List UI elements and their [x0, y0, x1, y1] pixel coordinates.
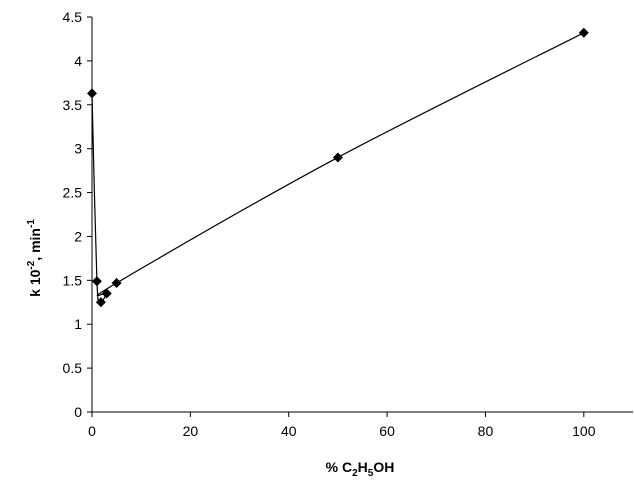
x-axis-ticks: 0 20 40 60 80 100: [88, 412, 596, 439]
y-tick-label: 2: [74, 228, 82, 244]
data-point-marker: [101, 288, 112, 299]
x-tick-label: 40: [281, 423, 297, 439]
data-point-marker: [332, 152, 343, 163]
y-tick-label: 2.5: [63, 185, 83, 201]
y-axis-ticks: 0 0.5 1 1.5 2 2.5 3 3.5 4 4.5: [63, 9, 92, 420]
x-axis-title: % C2H5OH: [326, 459, 395, 479]
y-tick-label: 3.5: [63, 97, 83, 113]
y-tick-label: 3: [74, 141, 82, 157]
data-point-marker: [111, 277, 122, 288]
data-point-marker: [87, 88, 97, 99]
data-point-marker: [578, 27, 589, 38]
y-axis-title: k 10-2, min-1: [26, 219, 43, 297]
y-tick-label: 1: [74, 316, 82, 332]
y-tick-label: 0: [74, 404, 82, 420]
x-tick-label: 100: [572, 423, 596, 439]
x-tick-label: 60: [379, 423, 395, 439]
x-tick-label: 20: [183, 423, 199, 439]
y-tick-label: 4.5: [63, 9, 83, 25]
data-markers: [87, 27, 589, 308]
data-point-marker: [95, 297, 106, 308]
x-tick-label: 0: [88, 423, 96, 439]
data-point-marker: [91, 276, 102, 287]
y-tick-label: 0.5: [63, 360, 83, 376]
x-tick-label: 80: [478, 423, 494, 439]
y-tick-label: 1.5: [63, 272, 83, 288]
y-tick-label: 4: [74, 53, 82, 69]
series-line: [91, 32, 585, 305]
